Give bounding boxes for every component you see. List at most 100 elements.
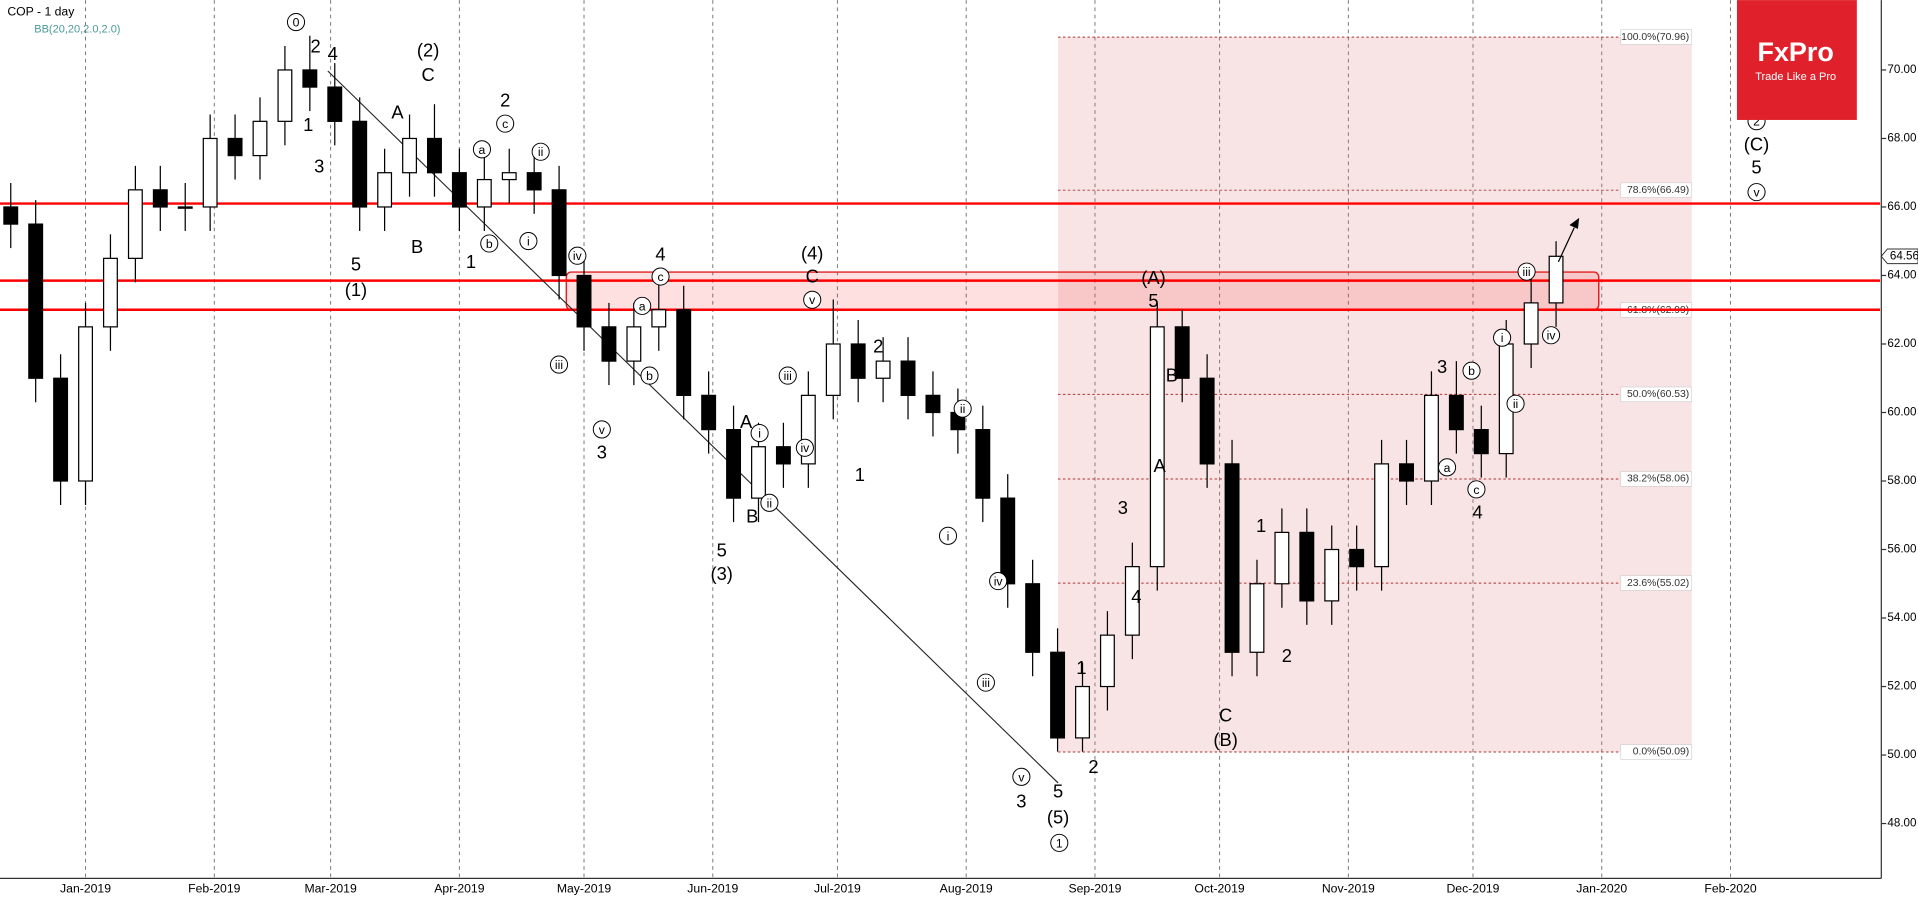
candle-body: [651, 309, 667, 328]
wave-label: 4: [1473, 502, 1483, 523]
candle-body: [1399, 463, 1414, 482]
y-tick-label: 66.00: [1887, 200, 1916, 213]
x-tick-label: Dec-2019: [1446, 882, 1499, 896]
wave-label: 2: [1753, 115, 1760, 129]
candle: [1075, 662, 1090, 752]
wave-label: (1): [345, 279, 367, 300]
candle-body: [28, 223, 44, 379]
candle-body: [925, 394, 941, 414]
x-tick-label: May-2019: [557, 882, 612, 896]
wave-label: a: [639, 299, 646, 313]
candle: [925, 371, 941, 437]
wave-label: v: [1753, 186, 1760, 200]
candle-body: [202, 137, 218, 208]
candle-body: [501, 172, 517, 181]
wave-label: a: [1444, 461, 1451, 475]
candle: [1324, 525, 1340, 625]
candle: [476, 155, 492, 231]
price-marker: [1880, 248, 1918, 265]
x-tick-label: Feb-2019: [188, 882, 241, 896]
wave-label: i: [1501, 331, 1504, 345]
wave-label: (5): [1047, 806, 1069, 827]
wave-label: iii: [784, 369, 792, 383]
candle: [1000, 474, 1016, 608]
y-tick-label: 54.00: [1887, 611, 1916, 624]
projection-arrow: [1557, 227, 1575, 263]
wave-label: C: [1219, 705, 1232, 726]
wave-circle: [1493, 328, 1512, 347]
wave-label: (2): [417, 39, 439, 60]
wave-label: (3): [710, 563, 732, 584]
candle-body: [900, 360, 916, 396]
candle: [701, 371, 717, 454]
wave-label: ii: [1513, 397, 1518, 411]
candle-body: [601, 326, 617, 362]
wave-label: 1: [1256, 515, 1266, 536]
candle: [177, 182, 193, 231]
candle-body: [377, 172, 393, 208]
candle-body: [1249, 583, 1265, 653]
candle: [726, 405, 742, 523]
y-tick-label: 52.00: [1887, 680, 1916, 693]
candle-body: [127, 189, 143, 259]
candle: [277, 45, 293, 146]
candle-body: [1075, 685, 1090, 739]
candle-body: [1124, 566, 1140, 636]
candle: [252, 97, 268, 180]
wave-circle: [549, 355, 569, 374]
candle: [1448, 361, 1464, 454]
wave-label: 1: [1076, 657, 1086, 678]
wave-label: 1: [466, 251, 476, 272]
candle-body: [751, 446, 766, 499]
wave-label: (B): [1213, 729, 1237, 750]
wave-label: (4): [801, 242, 823, 263]
wave-label: 3: [1437, 356, 1447, 377]
wave-label: A: [740, 411, 753, 432]
wave-label: 5: [1053, 781, 1063, 802]
candle: [1124, 542, 1140, 660]
candle-body: [1374, 463, 1390, 568]
wave-label: i: [947, 529, 950, 543]
candle-body: [1274, 531, 1290, 585]
logo-name: FxPro: [1758, 37, 1834, 67]
candle: [1548, 241, 1564, 327]
candle-body: [227, 137, 243, 157]
y-tick-label: 64.00: [1887, 269, 1916, 282]
candle: [1299, 508, 1315, 625]
wave-circle: [1517, 262, 1536, 281]
x-tick-label: Jan-2019: [60, 882, 111, 896]
candle: [302, 35, 318, 112]
wave-label: 5: [1148, 290, 1158, 311]
fib-label: 38.2%(58.06): [1627, 474, 1689, 485]
wave-label: A: [1153, 455, 1166, 476]
candle: [1498, 320, 1514, 478]
candle: [451, 148, 467, 231]
candle-body: [1149, 326, 1165, 568]
wave-circle: [976, 673, 995, 692]
wave-circle: [1462, 361, 1481, 380]
candle: [1099, 611, 1115, 711]
candle: [377, 148, 393, 231]
wave-label: b: [486, 237, 493, 251]
wave-label: c: [502, 117, 508, 131]
candle-body: [252, 120, 268, 157]
wave-label: v: [599, 423, 606, 437]
candle-body: [327, 86, 343, 122]
wave-circle: [1541, 326, 1561, 345]
wave-circle: [1012, 767, 1031, 786]
candle: [152, 165, 168, 231]
fib-label-box: [1620, 182, 1693, 198]
fib-label-box: [1620, 744, 1693, 760]
candle: [850, 320, 866, 403]
wave-label: A: [391, 102, 404, 123]
candle-body: [352, 120, 368, 208]
wave-circle: [953, 399, 972, 418]
candle: [1399, 439, 1414, 505]
candle-body: [451, 172, 467, 208]
wave-label: iv: [1547, 329, 1557, 343]
x-tick-label: Mar-2019: [304, 882, 356, 896]
candle: [551, 165, 567, 300]
wave-label: C: [806, 266, 819, 287]
wave-label: 4: [1131, 586, 1141, 607]
